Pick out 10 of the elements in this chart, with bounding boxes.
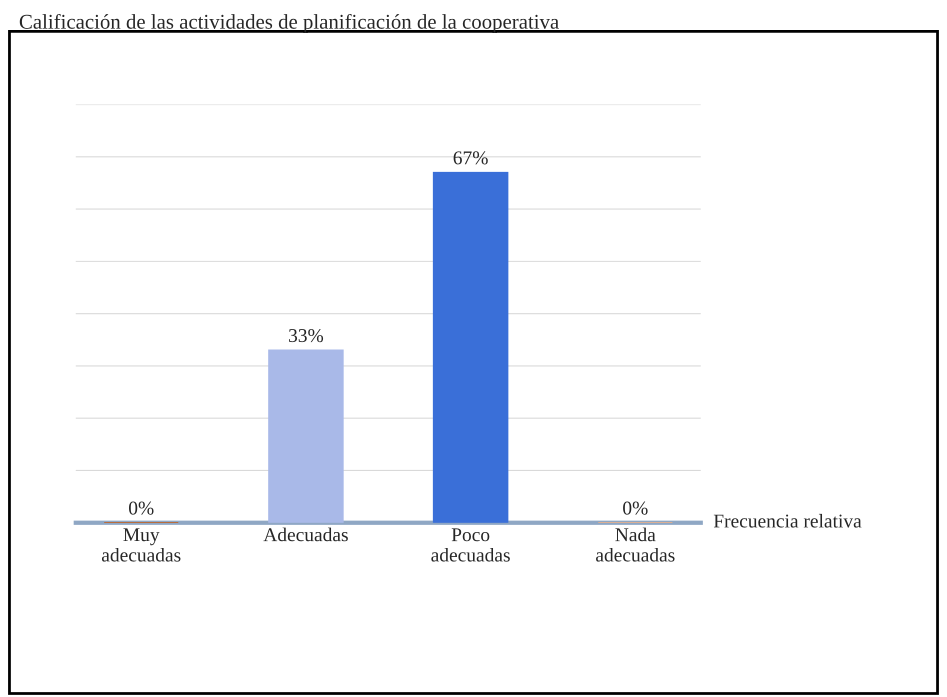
- x-tick-label: Adecuadas: [263, 528, 348, 542]
- x-tick-label: Poco adecuadas: [431, 528, 510, 562]
- data-label: 67%: [454, 151, 488, 164]
- data-label: 0%: [129, 502, 154, 515]
- data-label: 33%: [289, 329, 324, 342]
- x-tick-label: Muy adecuadas: [102, 528, 180, 562]
- x-tick-label: Nada adecuadas: [596, 528, 675, 562]
- chart-title: Calificación de las actividades de planificación de la cooperativa: [20, 14, 559, 34]
- text: Frecuencia relativa: [714, 514, 862, 528]
- data-label: 0%: [623, 502, 648, 515]
